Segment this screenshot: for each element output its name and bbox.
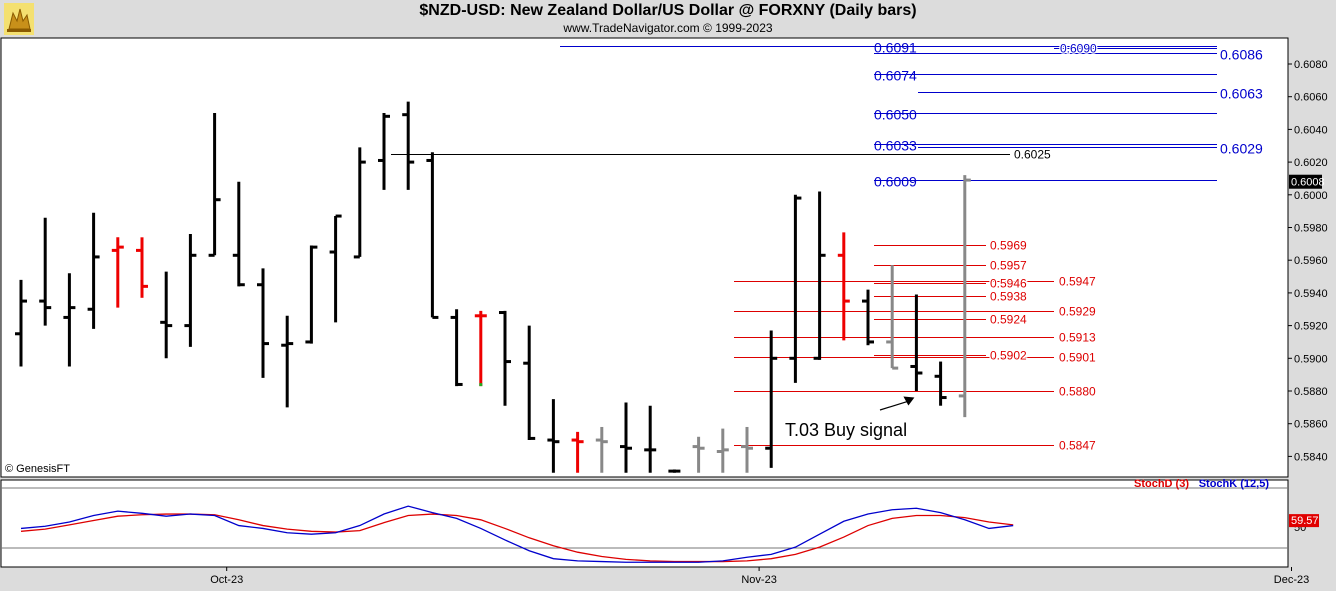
- price-tick-label: 0.5900: [1294, 353, 1328, 365]
- annotation-arrow-line: [879, 399, 911, 411]
- stochastic-panel[interactable]: [0, 479, 1289, 568]
- level-label: 0.5929: [1059, 305, 1096, 319]
- ohlc-bar[interactable]: [136, 237, 148, 298]
- level-label: 0.6025: [1014, 148, 1051, 162]
- ohlc-bar[interactable]: [15, 279, 27, 367]
- date-tick-label: Nov-23: [741, 574, 776, 586]
- current-price-marker: [1289, 174, 1322, 189]
- level-label: 0.6009: [874, 174, 917, 190]
- ohlc-bar[interactable]: [716, 428, 729, 473]
- level-label: 0.5938: [990, 290, 1027, 304]
- ohlc-bar[interactable]: [402, 101, 415, 190]
- level-label: 0.6063: [1220, 86, 1263, 102]
- stoch-series-line: [20, 505, 1014, 563]
- ohlc-bar[interactable]: [281, 315, 294, 408]
- ohlc-bar[interactable]: [523, 325, 536, 441]
- level-label: 0.6086: [1220, 47, 1263, 63]
- price-tick-label: 0.5920: [1294, 321, 1328, 333]
- date-tick-label: Dec-23: [1274, 574, 1309, 586]
- ohlc-bar[interactable]: [39, 217, 52, 326]
- current-price-label: 0.6008: [1291, 177, 1325, 189]
- level-label: 0.6033: [874, 138, 917, 154]
- price-tick-label: 0.6000: [1294, 190, 1328, 202]
- level-label: 0.5847: [1059, 439, 1096, 453]
- level-label: 0.5947: [1059, 275, 1096, 289]
- ohlc-bar[interactable]: [474, 310, 487, 387]
- level-label: 0.5969: [990, 239, 1027, 253]
- ohlc-bar[interactable]: [765, 330, 778, 468]
- ohlc-bar[interactable]: [837, 232, 850, 341]
- level-label: 0.6090: [1060, 42, 1097, 56]
- price-tick-label: 0.5960: [1294, 255, 1328, 267]
- ohlc-bar[interactable]: [184, 234, 197, 347]
- ohlc-bar[interactable]: [862, 289, 874, 346]
- stochk-legend: StochK (12,5): [1199, 478, 1270, 490]
- level-label: 0.6029: [1220, 141, 1263, 157]
- ohlc-bar[interactable]: [111, 237, 124, 308]
- level-label: 0.5880: [1059, 385, 1096, 399]
- ohlc-bar[interactable]: [571, 431, 584, 473]
- price-tick-label: 0.6020: [1294, 157, 1328, 169]
- price-tick-label: 0.5840: [1294, 451, 1328, 463]
- ohlc-bar[interactable]: [208, 113, 221, 257]
- ohlc-bar[interactable]: [160, 271, 173, 359]
- stoch-value-marker: [1289, 514, 1319, 528]
- ohlc-bar[interactable]: [741, 426, 753, 473]
- ohlc-bar[interactable]: [958, 175, 971, 418]
- chart-header: $NZD-USD: New Zealand Dollar/US Dollar @…: [0, 0, 1336, 38]
- price-panel[interactable]: [0, 37, 1289, 478]
- level-label: 0.5946: [990, 277, 1027, 291]
- ohlc-bar[interactable]: [910, 294, 923, 391]
- price-tick-label: 0.5980: [1294, 223, 1328, 235]
- chart-title: $NZD-USD: New Zealand Dollar/US Dollar @…: [419, 2, 917, 19]
- copyright-label: © GenesisFT: [5, 463, 70, 475]
- level-label: 0.5957: [990, 259, 1027, 273]
- level-label: 0.6091: [874, 40, 917, 56]
- ohlc-bar[interactable]: [232, 181, 245, 287]
- stoch-value-label: 59.57: [1291, 515, 1319, 527]
- price-tick-label: 0.6080: [1294, 59, 1328, 71]
- ohlc-bar[interactable]: [87, 212, 100, 329]
- gold-bull-logo-icon: [4, 3, 34, 35]
- ohlc-bar[interactable]: [692, 436, 705, 473]
- ohlc-bar[interactable]: [353, 147, 366, 259]
- ohlc-bar[interactable]: [63, 273, 76, 367]
- level-label: 0.5902: [990, 349, 1027, 363]
- ohlc-bar[interactable]: [668, 469, 681, 473]
- price-tick-label: 0.5860: [1294, 419, 1328, 431]
- level-label: 0.5913: [1059, 331, 1096, 345]
- ohlc-bar[interactable]: [644, 405, 657, 473]
- ohlc-bar[interactable]: [886, 265, 899, 370]
- buy-signal-annotation: T.03 Buy signal: [785, 420, 907, 440]
- level-label: 0.5924: [990, 313, 1027, 327]
- level-label: 0.5901: [1059, 351, 1096, 365]
- ohlc-bar[interactable]: [305, 245, 318, 344]
- ohlc-bar[interactable]: [257, 268, 269, 378]
- level-label: 0.6050: [874, 107, 917, 123]
- ohlc-bar[interactable]: [329, 214, 342, 323]
- ohlc-bar[interactable]: [813, 191, 826, 360]
- ohlc-bar[interactable]: [426, 152, 439, 319]
- ohlc-bar[interactable]: [620, 402, 632, 473]
- price-tick-label: 0.6060: [1294, 92, 1328, 104]
- stochd-legend: StochD (3): [1134, 478, 1189, 490]
- chart-subtitle: www.TradeNavigator.com © 1999-2023: [563, 21, 773, 35]
- price-tick-label: 0.6040: [1294, 124, 1328, 136]
- ohlc-bar[interactable]: [378, 113, 390, 190]
- price-tick-label: 0.5880: [1294, 386, 1328, 398]
- ohlc-bar[interactable]: [499, 310, 511, 406]
- price-tick-label: 0.5940: [1294, 288, 1328, 300]
- level-label: 0.6074: [874, 68, 917, 84]
- ohlc-bar[interactable]: [789, 194, 802, 383]
- ohlc-bar[interactable]: [595, 426, 608, 473]
- date-tick-label: Oct-23: [210, 574, 243, 586]
- ohlc-bar[interactable]: [450, 309, 463, 387]
- ohlc-bar[interactable]: [547, 399, 560, 473]
- annotation-arrowhead-icon: [903, 396, 915, 406]
- ohlc-bar[interactable]: [934, 361, 947, 406]
